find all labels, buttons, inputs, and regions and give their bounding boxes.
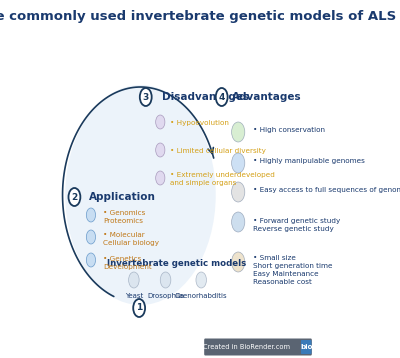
Circle shape: [232, 212, 245, 232]
Text: • Extremely underdeveloped
and simple organs: • Extremely underdeveloped and simple or…: [170, 172, 275, 186]
Ellipse shape: [65, 85, 216, 305]
FancyBboxPatch shape: [204, 339, 312, 355]
Text: Drosophila: Drosophila: [147, 293, 184, 299]
Circle shape: [160, 272, 171, 288]
Text: • Genomics
Proteomics: • Genomics Proteomics: [103, 210, 145, 224]
Circle shape: [232, 252, 245, 272]
Circle shape: [232, 182, 245, 202]
Circle shape: [156, 171, 165, 185]
Text: • Limited cellular diversity: • Limited cellular diversity: [170, 148, 266, 154]
Text: • Highly manipulable genomes: • Highly manipulable genomes: [253, 158, 364, 164]
FancyBboxPatch shape: [301, 340, 312, 354]
Circle shape: [232, 153, 245, 173]
Text: 1: 1: [136, 304, 142, 313]
Text: Disadvantages: Disadvantages: [162, 92, 249, 102]
Text: Application: Application: [89, 192, 156, 202]
Text: • Small size
Short generation time
Easy Maintenance
Reasonable cost: • Small size Short generation time Easy …: [253, 255, 332, 285]
Text: • Genetics
Development: • Genetics Development: [103, 256, 152, 270]
Circle shape: [133, 299, 145, 317]
Text: The commonly used invertebrate genetic models of ALS: The commonly used invertebrate genetic m…: [0, 10, 396, 23]
Text: 3: 3: [143, 92, 149, 102]
Text: • High conservation: • High conservation: [253, 127, 325, 133]
Circle shape: [68, 188, 80, 206]
Text: Invertebrate genetic models: Invertebrate genetic models: [107, 260, 246, 268]
Circle shape: [128, 272, 139, 288]
Text: 2: 2: [71, 193, 78, 202]
Text: • Forward genetic study
Reverse genetic study: • Forward genetic study Reverse genetic …: [253, 218, 340, 232]
Circle shape: [196, 272, 206, 288]
Text: Caenorhabditis: Caenorhabditis: [175, 293, 228, 299]
Circle shape: [156, 115, 165, 129]
Text: • Easy access to full sequences of genomes: • Easy access to full sequences of genom…: [253, 187, 400, 193]
Circle shape: [216, 88, 228, 106]
Circle shape: [232, 122, 245, 142]
Circle shape: [140, 88, 152, 106]
Text: Yeast: Yeast: [125, 293, 143, 299]
Text: bio: bio: [300, 344, 312, 350]
Text: • Molecular
Cellular biology: • Molecular Cellular biology: [103, 232, 159, 246]
Text: Created in BioRender.com: Created in BioRender.com: [203, 344, 290, 350]
Circle shape: [156, 143, 165, 157]
Text: • Hypoevolution: • Hypoevolution: [170, 120, 229, 126]
Text: Advantages: Advantages: [232, 92, 301, 102]
Circle shape: [86, 208, 96, 222]
Circle shape: [86, 253, 96, 267]
Text: 4: 4: [218, 92, 225, 102]
Circle shape: [86, 230, 96, 244]
